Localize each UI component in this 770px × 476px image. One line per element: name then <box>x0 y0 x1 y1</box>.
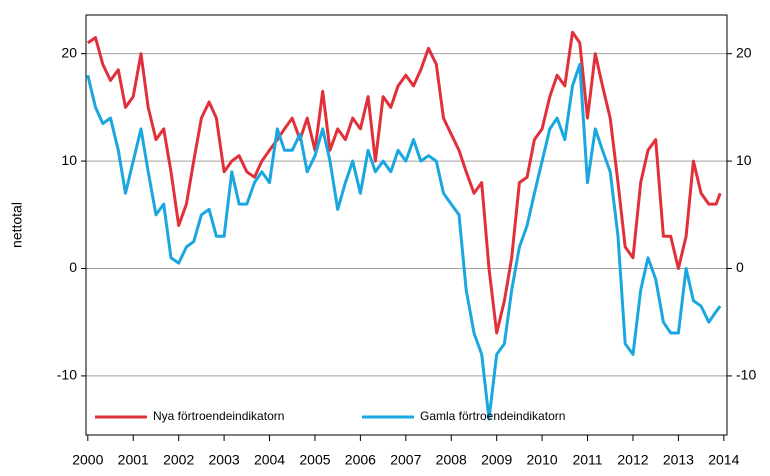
legend-label: Nya förtroendeindikatorn <box>153 409 284 423</box>
x-tick-label: 2009 <box>481 452 512 468</box>
legend-label: Gamla förtroendeindikatorn <box>420 409 565 423</box>
x-tick-label: 2014 <box>708 452 739 468</box>
series-line <box>86 30 722 335</box>
x-tick-label: 2013 <box>663 452 694 468</box>
x-tick-label: 2004 <box>254 452 285 468</box>
y2-tick-label: 0 <box>736 259 744 275</box>
y-tick-label: 0 <box>69 259 77 275</box>
x-tick-label: 2007 <box>390 452 421 468</box>
x-tick-label: 2005 <box>299 452 330 468</box>
plot-frame <box>85 14 728 436</box>
y2-tick-label: 10 <box>736 152 752 168</box>
x-tick-label: 2006 <box>345 452 376 468</box>
x-tick-label: 2008 <box>436 452 467 468</box>
y-tick-label: -10 <box>57 367 77 383</box>
x-tick-label: 2000 <box>72 452 103 468</box>
series-line <box>86 62 722 421</box>
y-axis-label: nettotal <box>9 202 25 248</box>
x-tick-label: 2012 <box>617 452 648 468</box>
y-tick-label: 10 <box>61 152 77 168</box>
x-tick-label: 2011 <box>572 452 602 468</box>
y2-tick-label: 20 <box>736 44 752 60</box>
x-tick-label: 2002 <box>163 452 194 468</box>
x-tick-label: 2003 <box>209 452 240 468</box>
x-tick-label: 2010 <box>527 452 558 468</box>
y2-tick-label: -10 <box>736 367 756 383</box>
x-tick-label: 2001 <box>118 452 149 468</box>
y-tick-label: 20 <box>61 44 77 60</box>
